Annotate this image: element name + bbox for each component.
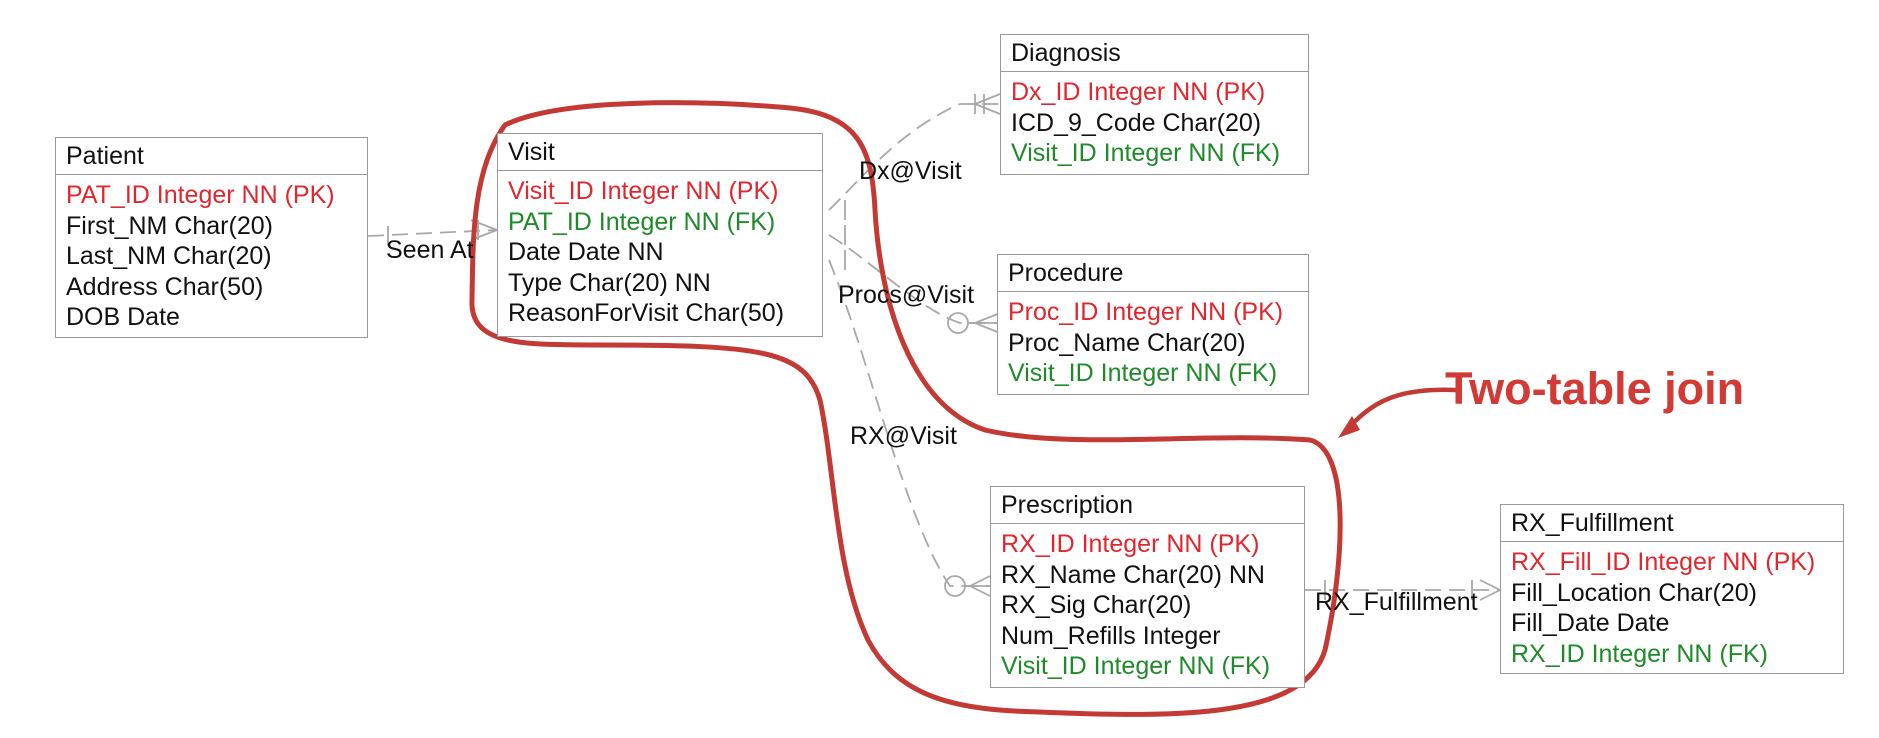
relationship-label-procs-at-visit: Procs@Visit <box>838 281 975 309</box>
attribute-plain: Last_NM Char(20) <box>66 242 272 270</box>
attribute-plain: Type Char(20) NN <box>508 268 711 297</box>
attribute-plain: DOB Date <box>66 303 180 331</box>
relationship-label-rx-at-visit: RX@Visit <box>850 422 957 450</box>
attribute-plain: Proc_Name Char(20) <box>1008 328 1246 357</box>
attribute-fk: Visit_ID Integer NN (FK) <box>1011 139 1281 167</box>
attribute-plain: First_NM Char(20) <box>66 211 273 240</box>
attribute-plain: ReasonForVisit Char(50) <box>508 299 785 327</box>
attribute-list: Dx_ID Integer NN (PK) ICD_9_Code Char(20)… <box>1001 72 1308 175</box>
attribute-fk: PAT_ID Integer NN (FK) <box>508 207 776 236</box>
entity-prescription[interactable]: Prescription RX_ID Integer NN (PK) RX_Nam… <box>990 486 1305 688</box>
entity-diagnosis[interactable]: Diagnosis Dx_ID Integer NN (PK) ICD_9_Cod… <box>1000 34 1309 175</box>
entity-title: Visit <box>498 134 822 171</box>
attribute-plain: Address Char(50) <box>66 272 264 301</box>
attribute-plain: RX_Name Char(20) NN <box>1001 560 1265 589</box>
entity-title: RX_Fulfillment <box>1501 505 1843 542</box>
annotation-arrowhead <box>1338 416 1360 438</box>
entity-title: Patient <box>56 138 367 175</box>
entity-title: Prescription <box>991 487 1304 524</box>
attribute-plain: Date Date NN <box>508 238 664 266</box>
entity-patient[interactable]: Patient PAT_ID Integer NN (PK) First_NM C… <box>55 137 368 338</box>
connector-rx-at-visit <box>828 259 990 587</box>
entity-title: Diagnosis <box>1001 35 1308 72</box>
attribute-pk: RX_ID Integer NN (PK) <box>1001 530 1260 558</box>
attribute-fk: Visit_ID Integer NN (FK) <box>1001 652 1271 680</box>
attribute-plain: Fill_Date Date <box>1511 609 1670 637</box>
annotation-arrow <box>1342 387 1458 435</box>
attribute-pk: Proc_ID Integer NN (PK) <box>1008 298 1284 326</box>
attribute-fk: Visit_ID Integer NN (FK) <box>1008 359 1278 387</box>
entity-procedure[interactable]: Procedure Proc_ID Integer NN (PK) Proc_Na… <box>997 254 1309 395</box>
attribute-fk: RX_ID Integer NN (FK) <box>1511 639 1769 668</box>
attribute-list: Proc_ID Integer NN (PK) Proc_Name Char(20… <box>998 292 1308 395</box>
attribute-plain: Fill_Location Char(20) <box>1511 578 1757 607</box>
attribute-pk: PAT_ID Integer NN (PK) <box>66 181 335 209</box>
relationship-label-dx-at-visit: Dx@Visit <box>859 157 962 185</box>
attribute-plain: ICD_9_Code Char(20) <box>1011 108 1262 137</box>
attribute-pk: Dx_ID Integer NN (PK) <box>1011 78 1266 106</box>
entity-visit[interactable]: Visit Visit_ID Integer NN (PK) PAT_ID Int… <box>497 133 823 337</box>
entity-title: Procedure <box>998 255 1308 292</box>
attribute-list: PAT_ID Integer NN (PK) First_NM Char(20) L… <box>56 175 367 339</box>
join-highlight-outline <box>469 100 1343 717</box>
attribute-list: RX_ID Integer NN (PK) RX_Name Char(20) NN… <box>991 524 1304 688</box>
attribute-pk: RX_Fill_ID Integer NN (PK) <box>1511 548 1816 576</box>
attribute-plain: RX_Sig Char(20) <box>1001 591 1192 619</box>
relationship-label-rx-fulfillment: RX_Fulfillment <box>1315 588 1478 616</box>
entity-rx-fulfillment[interactable]: RX_Fulfillment RX_Fill_ID Integer NN (PK… <box>1500 504 1844 674</box>
attribute-list: RX_Fill_ID Integer NN (PK) Fill_Location … <box>1501 542 1843 675</box>
attribute-list: Visit_ID Integer NN (PK) PAT_ID Integer N… <box>498 171 822 335</box>
relationship-label-seen-at: Seen At <box>386 236 474 264</box>
connector-dx-at-visit <box>828 103 1000 211</box>
annotation-text: Two-table join <box>1445 363 1745 414</box>
attribute-pk: Visit_ID Integer NN (PK) <box>508 177 779 205</box>
attribute-plain: Num_Refills Integer <box>1001 621 1221 650</box>
connector-procs-at-visit <box>828 234 1000 324</box>
